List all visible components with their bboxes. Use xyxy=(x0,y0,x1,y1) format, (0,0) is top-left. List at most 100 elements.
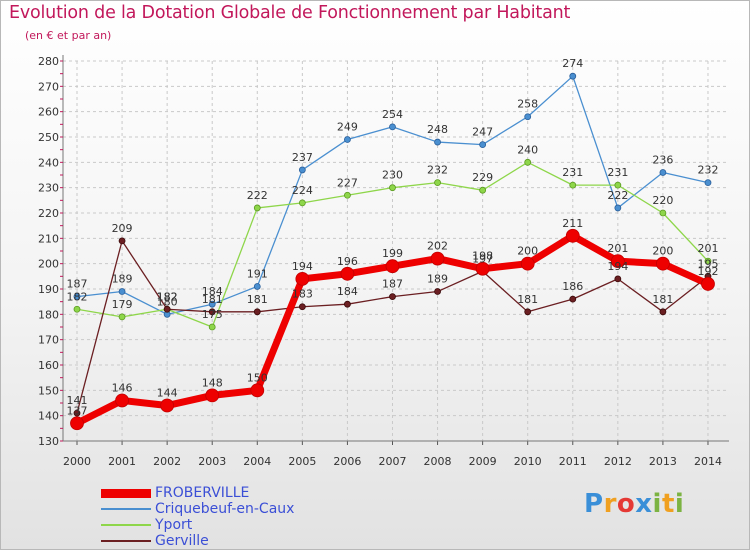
data-label-froberville: 198 xyxy=(472,250,493,263)
y-tick-label: 280 xyxy=(38,55,59,68)
data-point-criquebeuf-en-caux xyxy=(704,179,712,187)
legend-swatch-gerville xyxy=(101,540,151,542)
data-point-froberville xyxy=(656,256,670,271)
data-point-yport xyxy=(614,181,622,189)
x-tick-label: 2014 xyxy=(694,455,722,468)
legend-label: Yport xyxy=(155,517,193,533)
data-label-criquebeuf-en-caux: 274 xyxy=(562,57,583,70)
data-point-gerville xyxy=(344,300,351,308)
data-point-yport xyxy=(434,179,441,187)
data-label-criquebeuf-en-caux: 191 xyxy=(247,267,268,280)
data-point-froberville xyxy=(115,393,129,408)
data-point-yport xyxy=(253,204,261,212)
y-tick-label: 240 xyxy=(38,156,59,169)
data-label-froberville: 200 xyxy=(517,245,538,258)
data-label-criquebeuf-en-caux: 249 xyxy=(337,121,358,134)
logo-letter: P xyxy=(584,489,604,519)
data-point-froberville xyxy=(565,228,580,243)
data-label-criquebeuf-en-caux: 222 xyxy=(607,189,628,202)
data-point-criquebeuf-en-caux xyxy=(118,288,126,295)
y-tick-label: 170 xyxy=(38,334,59,347)
data-point-gerville xyxy=(389,293,396,301)
legend-swatch-criquebeuf xyxy=(101,508,151,510)
x-tick-label: 2003 xyxy=(198,455,226,468)
x-tick-label: 2010 xyxy=(514,455,542,468)
data-point-froberville xyxy=(475,261,490,276)
data-point-gerville xyxy=(298,303,306,311)
data-label-yport: 224 xyxy=(292,184,313,197)
data-label-criquebeuf-en-caux: 189 xyxy=(112,273,133,286)
data-point-gerville xyxy=(73,409,81,417)
data-point-gerville xyxy=(208,308,216,316)
data-point-criquebeuf-en-caux xyxy=(389,123,396,131)
data-label-yport: 229 xyxy=(472,171,493,184)
data-point-gerville xyxy=(163,305,171,313)
data-label-gerville: 183 xyxy=(292,288,313,301)
legend-swatch-froberville xyxy=(101,489,151,498)
data-label-froberville: 148 xyxy=(202,376,223,389)
data-point-criquebeuf-en-caux xyxy=(569,72,577,80)
data-label-froberville: 194 xyxy=(292,260,313,273)
chart-title: Evolution de la Dotation Globale de Fonc… xyxy=(9,3,571,23)
legend-label: FROBERVILLE xyxy=(155,485,250,501)
data-point-yport xyxy=(659,209,667,217)
x-tick-label: 2000 xyxy=(63,455,91,468)
data-point-yport xyxy=(73,305,81,313)
data-label-criquebeuf-en-caux: 184 xyxy=(202,285,223,298)
data-point-froberville xyxy=(520,256,535,271)
data-label-criquebeuf-en-caux: 180 xyxy=(157,295,178,308)
data-point-criquebeuf-en-caux xyxy=(253,283,261,290)
data-label-yport: 240 xyxy=(517,143,538,156)
y-tick-label: 140 xyxy=(38,410,59,423)
data-point-froberville xyxy=(70,416,84,431)
data-label-criquebeuf-en-caux: 236 xyxy=(652,153,673,166)
data-label-criquebeuf-en-caux: 187 xyxy=(67,278,88,291)
data-label-yport: 182 xyxy=(67,290,88,303)
data-label-yport: 220 xyxy=(652,194,673,207)
proxiti-logo: Proxiti xyxy=(584,489,684,519)
x-tick-label: 2009 xyxy=(469,455,497,468)
data-point-yport xyxy=(479,186,487,194)
data-label-gerville: 187 xyxy=(382,278,403,291)
data-label-yport: 231 xyxy=(607,166,628,179)
data-point-gerville xyxy=(253,308,261,316)
data-point-gerville xyxy=(118,237,126,245)
data-label-criquebeuf-en-caux: 248 xyxy=(427,123,448,136)
data-point-froberville xyxy=(205,388,220,403)
data-label-yport: 227 xyxy=(337,176,358,189)
x-tick-label: 2007 xyxy=(378,455,406,468)
x-tick-label: 2001 xyxy=(108,455,136,468)
data-point-froberville xyxy=(385,259,400,274)
data-label-gerville: 184 xyxy=(337,285,358,298)
x-tick-label: 2013 xyxy=(649,455,677,468)
data-label-froberville: 144 xyxy=(157,387,178,400)
y-tick-label: 190 xyxy=(38,283,59,296)
data-point-yport xyxy=(569,181,577,189)
data-point-criquebeuf-en-caux xyxy=(344,136,351,143)
data-label-gerville: 181 xyxy=(247,293,268,306)
data-label-froberville: 199 xyxy=(382,247,403,260)
x-tick-label: 2008 xyxy=(424,455,452,468)
data-label-froberville: 211 xyxy=(562,217,583,230)
x-tick-label: 2004 xyxy=(243,455,271,468)
y-tick-label: 210 xyxy=(38,232,59,245)
data-label-criquebeuf-en-caux: 232 xyxy=(697,164,718,177)
data-point-yport xyxy=(389,184,396,192)
logo-letter: r xyxy=(603,489,617,519)
data-label-froberville: 192 xyxy=(697,265,718,278)
data-point-froberville xyxy=(701,277,715,291)
data-label-yport: 201 xyxy=(697,242,718,255)
y-tick-label: 220 xyxy=(38,207,59,220)
data-point-yport xyxy=(208,323,216,331)
data-label-yport: 231 xyxy=(562,166,583,179)
data-point-froberville xyxy=(250,383,265,398)
data-label-froberville: 202 xyxy=(427,240,448,253)
data-point-criquebeuf-en-caux xyxy=(659,169,667,176)
x-tick-label: 2006 xyxy=(333,455,361,468)
data-point-criquebeuf-en-caux xyxy=(479,141,487,149)
data-label-gerville: 181 xyxy=(517,293,538,306)
x-tick-label: 2005 xyxy=(288,455,316,468)
data-point-gerville xyxy=(659,308,667,316)
